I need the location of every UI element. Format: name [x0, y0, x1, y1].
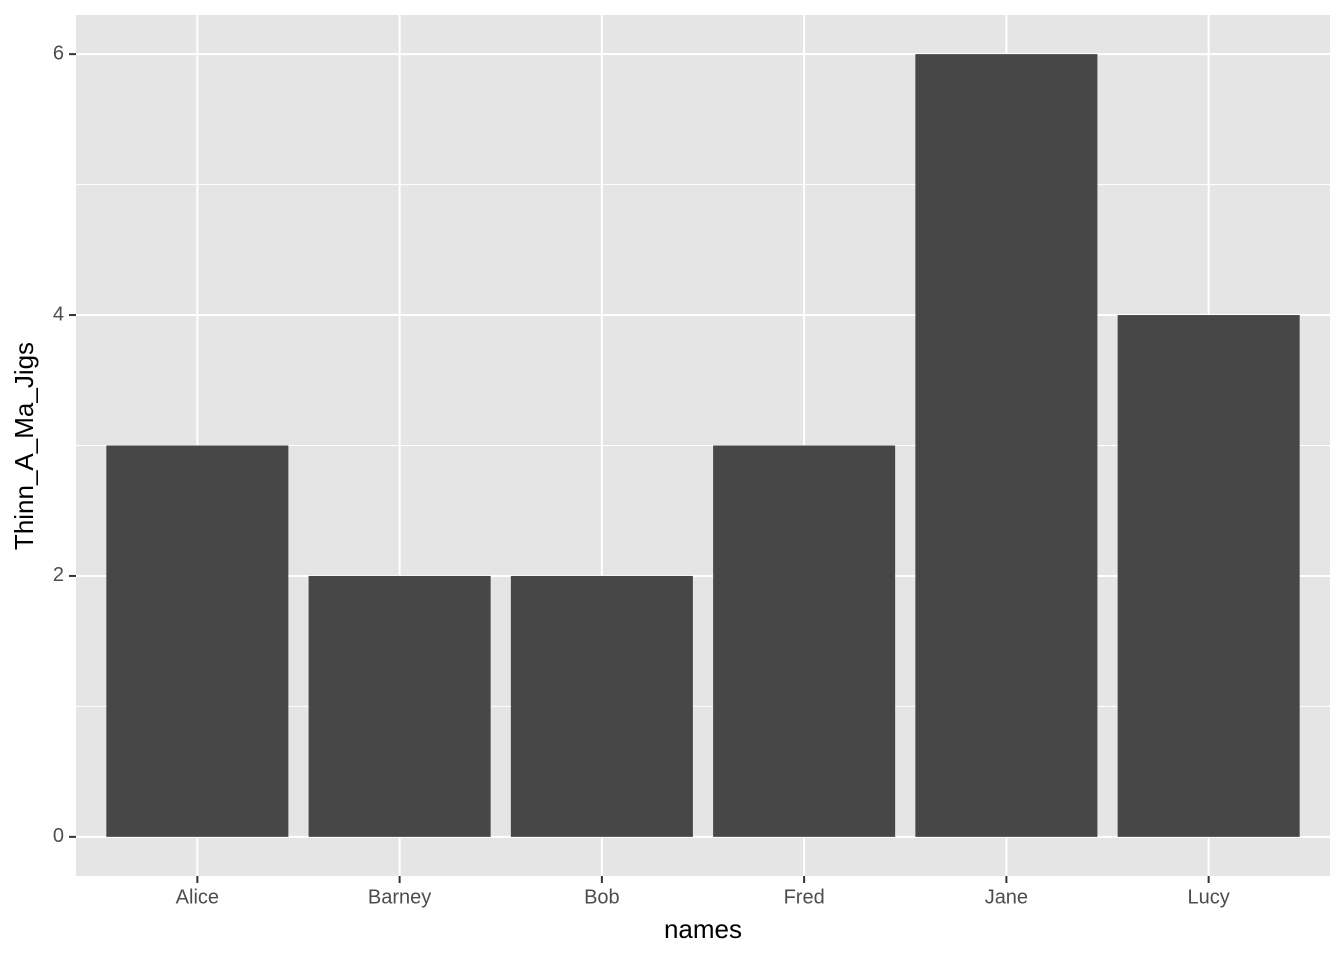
y-tick-label: 6: [53, 42, 64, 64]
x-tick-label: Barney: [368, 886, 431, 908]
y-tick-label: 2: [53, 564, 64, 586]
x-tick-label: Alice: [176, 886, 219, 908]
x-tick-label: Lucy: [1188, 886, 1230, 908]
x-tick-label: Jane: [985, 886, 1028, 908]
bar: [106, 445, 289, 837]
bar: [713, 445, 896, 837]
y-axis-title: Thinn_A_Ma_Jigs: [9, 342, 39, 550]
y-tick-label: 0: [53, 825, 64, 847]
x-axis-title: names: [664, 914, 742, 944]
y-tick-label: 4: [53, 303, 64, 325]
bar: [510, 575, 693, 837]
x-tick-label: Fred: [784, 886, 825, 908]
x-tick-label: Bob: [584, 886, 620, 908]
bar: [308, 575, 491, 837]
bar: [915, 54, 1098, 837]
bar: [1117, 315, 1300, 837]
